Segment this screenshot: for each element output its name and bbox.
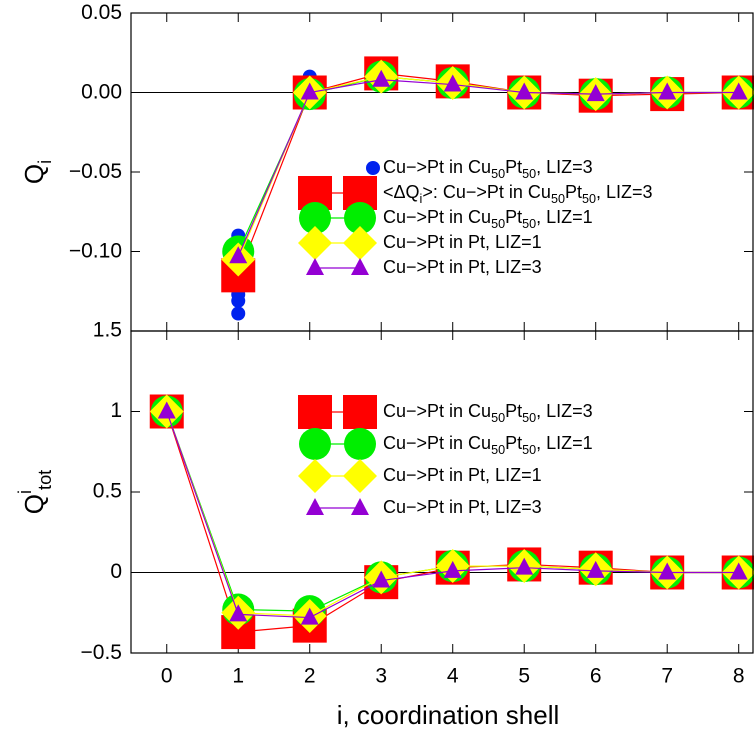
marker bbox=[298, 395, 332, 429]
x-tick-label: 8 bbox=[733, 665, 745, 688]
marker bbox=[343, 459, 377, 493]
marker bbox=[231, 306, 246, 321]
series-line bbox=[237, 79, 739, 257]
marker bbox=[343, 226, 377, 260]
legend-label: Cu−>Pt in Pt, LIZ=1 bbox=[383, 465, 542, 485]
legend-label: Cu−>Pt in Cu50Pt50, LIZ=1 bbox=[383, 207, 593, 232]
marker bbox=[658, 82, 677, 100]
marker bbox=[306, 498, 324, 515]
y-tick-label: 1 bbox=[110, 399, 122, 422]
legend-label: Cu−>Pt in Cu50Pt50, LIZ=1 bbox=[383, 433, 593, 458]
legend-label: Cu−>Pt in Pt, LIZ=3 bbox=[383, 257, 542, 277]
marker bbox=[298, 226, 332, 260]
series bbox=[157, 401, 748, 625]
marker bbox=[344, 428, 376, 460]
marker bbox=[299, 428, 331, 460]
marker bbox=[586, 560, 605, 578]
marker bbox=[157, 401, 176, 419]
marker bbox=[366, 161, 380, 175]
marker bbox=[443, 74, 462, 92]
marker bbox=[372, 69, 391, 87]
y-tick-label: −0.10 bbox=[69, 239, 122, 262]
marker bbox=[586, 84, 605, 102]
x-tick-label: 0 bbox=[161, 665, 173, 688]
x-tick-label: 3 bbox=[375, 665, 387, 688]
marker bbox=[300, 82, 319, 100]
y-tick-label: 0 bbox=[110, 560, 122, 583]
marker bbox=[515, 557, 534, 575]
x-tick-label: 6 bbox=[590, 665, 602, 688]
y-tick-label: 0.05 bbox=[81, 1, 122, 24]
marker bbox=[729, 82, 748, 100]
x-tick-label: 4 bbox=[447, 665, 459, 688]
y-tick-label: 0.00 bbox=[81, 80, 122, 103]
marker bbox=[229, 604, 248, 622]
marker bbox=[344, 202, 376, 234]
x-axis-label: i, coordination shell bbox=[337, 700, 560, 730]
y-tick-label: −0.05 bbox=[69, 160, 122, 183]
legend-label: Cu−>Pt in Cu50Pt50, LIZ=3 bbox=[383, 157, 593, 182]
marker bbox=[351, 498, 369, 515]
marker bbox=[343, 395, 377, 429]
y-tick-label: 1.5 bbox=[93, 319, 122, 342]
legend-label: Cu−>Pt in Pt, LIZ=1 bbox=[383, 232, 542, 252]
x-tick-label: 7 bbox=[661, 665, 673, 688]
marker bbox=[299, 202, 331, 234]
y-tick-label: 0.5 bbox=[93, 480, 122, 503]
marker bbox=[443, 560, 462, 578]
marker bbox=[372, 570, 391, 588]
y-axis-label: Qitot bbox=[15, 470, 55, 515]
marker bbox=[298, 459, 332, 493]
marker bbox=[515, 82, 534, 100]
marker bbox=[231, 293, 246, 308]
legend-label: Cu−>Pt in Pt, LIZ=3 bbox=[383, 497, 542, 517]
legend-label: Cu−>Pt in Cu50Pt50, LIZ=3 bbox=[383, 401, 593, 426]
marker bbox=[229, 246, 248, 264]
plot-frame bbox=[130, 330, 754, 654]
x-tick-label: 1 bbox=[232, 665, 244, 688]
marker bbox=[658, 562, 677, 580]
marker bbox=[300, 607, 319, 625]
marker bbox=[306, 258, 324, 275]
marker bbox=[729, 562, 748, 580]
legend-label: <ΔQi>: Cu−>Pt in Cu50Pt50, LIZ=3 bbox=[383, 182, 653, 207]
y-axis-label: Qi bbox=[19, 160, 55, 184]
x-tick-label: 5 bbox=[518, 665, 530, 688]
x-tick-label: 2 bbox=[304, 665, 316, 688]
y-tick-label: −0.5 bbox=[81, 641, 122, 664]
series bbox=[229, 69, 748, 264]
marker bbox=[351, 258, 369, 275]
